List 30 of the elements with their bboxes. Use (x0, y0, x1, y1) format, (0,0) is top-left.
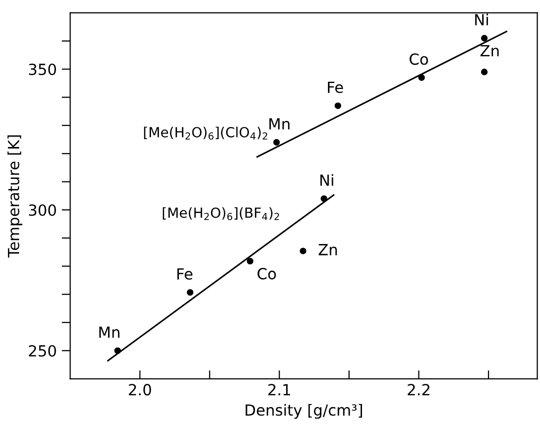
annotation: Zn (480, 45, 499, 56)
y-tick-label: 250 (28, 345, 56, 357)
y-tick-label: 300 (29, 204, 56, 216)
y-axis-title: Temperature [K] (8, 135, 22, 258)
annotation: Co (258, 268, 276, 280)
y-tick-label: 350 (29, 64, 56, 76)
point (320, 195, 328, 202)
point (334, 102, 342, 110)
series-label: [Me(H$_{2}$O)$_{6}$](ClO$_{4}$)$_{2}$ (144, 126, 268, 140)
annotation: Ni (320, 174, 334, 186)
point (114, 347, 121, 354)
annotation: Fe (328, 82, 343, 94)
point (481, 68, 488, 76)
annotation: Mn (99, 326, 120, 338)
annotation: Co (410, 53, 428, 65)
annotation: Ni (475, 14, 488, 26)
x-axis-title: Density [g/cm³] (246, 404, 362, 419)
point (418, 74, 425, 81)
point (300, 248, 306, 254)
x-tick-label: 2.0 (128, 384, 152, 396)
point (273, 139, 280, 146)
text: [Me(H$_{2}$O)$_{6}$](BF$_{4}$)$_{2}$ (162, 207, 280, 220)
annotation: Mn (269, 118, 290, 130)
x-tick-label: 2.2 (408, 384, 430, 396)
point (481, 34, 488, 42)
point (246, 258, 254, 264)
annotation: Fe (177, 268, 192, 280)
point (186, 289, 194, 296)
x-tick-label: 2.1 (268, 384, 290, 396)
annotation: Zn (318, 244, 337, 256)
